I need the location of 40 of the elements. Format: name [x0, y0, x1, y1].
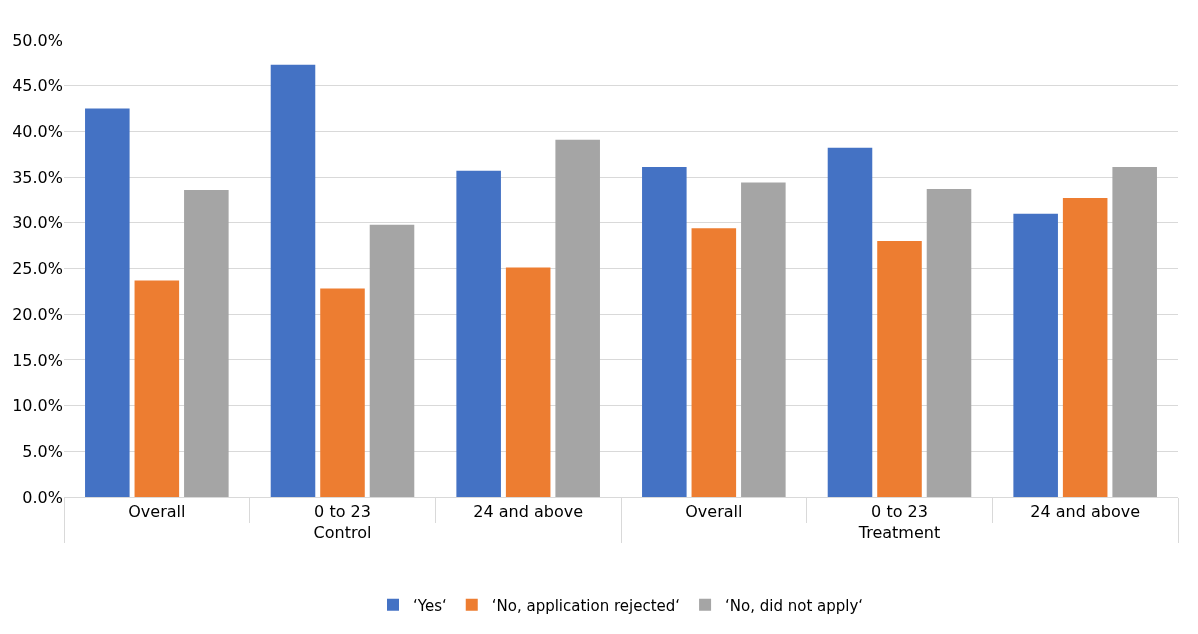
bar: [741, 182, 786, 497]
y-tick-label: 0.0%: [22, 487, 63, 507]
y-tick-label: 30.0%: [12, 213, 63, 233]
x-tick-label: Overall: [685, 502, 743, 522]
y-tick-label: 50.0%: [12, 30, 63, 50]
bar: [827, 147, 873, 497]
bar: [691, 228, 737, 497]
legend-label: ‘No, application rejected‘: [491, 596, 681, 615]
y-tick-label: 25.0%: [12, 259, 63, 279]
x-tick-label: 24 and above: [473, 502, 584, 522]
bar: [320, 288, 365, 497]
bar: [555, 139, 600, 497]
bar: [134, 280, 180, 497]
bar: [1112, 167, 1157, 497]
bar: [1062, 198, 1108, 497]
legend-label: ‘Yes‘: [413, 596, 447, 615]
bar: [85, 108, 130, 497]
bar: [456, 170, 501, 497]
y-tick-label: 15.0%: [12, 350, 63, 370]
y-tick-label: 40.0%: [12, 122, 63, 141]
bar: [369, 224, 415, 497]
legend-label: ‘No, did not apply‘: [725, 596, 864, 615]
bar: [505, 267, 551, 497]
bar: [877, 241, 922, 497]
bar: [270, 64, 316, 497]
x-tick-label: 0 to 23: [871, 502, 928, 522]
x-tick-label: 24 and above: [1030, 502, 1141, 522]
bar: [642, 167, 687, 497]
bar: [1013, 213, 1058, 497]
y-tick-label: 35.0%: [12, 167, 63, 187]
x-tick-label: 0 to 23: [314, 502, 371, 522]
text: Control: [313, 523, 372, 543]
bar: [184, 189, 229, 497]
bar: [926, 188, 972, 497]
x-tick-label: Overall: [128, 502, 186, 522]
y-tick-label: 20.0%: [12, 304, 63, 324]
y-tick-label: 45.0%: [12, 76, 63, 96]
text: Treatment: [857, 523, 941, 543]
y-tick-label: 10.0%: [12, 396, 63, 416]
y-tick-label: 5.0%: [22, 441, 63, 461]
